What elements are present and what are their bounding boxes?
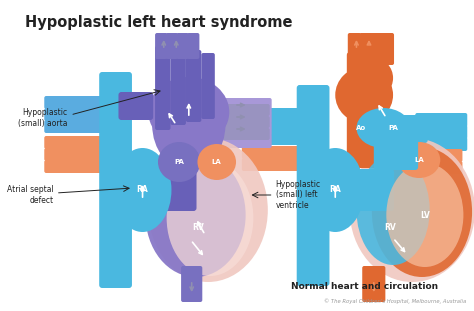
Text: LV: LV (420, 211, 430, 220)
FancyBboxPatch shape (44, 108, 106, 121)
FancyBboxPatch shape (242, 146, 303, 159)
FancyBboxPatch shape (118, 92, 153, 120)
FancyBboxPatch shape (155, 46, 171, 130)
FancyBboxPatch shape (374, 139, 418, 170)
Text: PA: PA (388, 125, 398, 131)
Text: Hypoplastic
(small) left
ventricle: Hypoplastic (small) left ventricle (275, 180, 320, 210)
FancyBboxPatch shape (44, 120, 106, 133)
FancyBboxPatch shape (381, 33, 394, 65)
FancyBboxPatch shape (348, 33, 361, 65)
FancyBboxPatch shape (128, 169, 197, 211)
FancyBboxPatch shape (242, 132, 303, 145)
FancyBboxPatch shape (218, 98, 272, 112)
FancyBboxPatch shape (218, 110, 272, 124)
Ellipse shape (148, 138, 268, 282)
Ellipse shape (306, 148, 364, 232)
Ellipse shape (356, 155, 429, 265)
Ellipse shape (372, 147, 472, 277)
Ellipse shape (355, 58, 393, 98)
Text: Atrial septal
defect: Atrial septal defect (7, 185, 54, 205)
FancyBboxPatch shape (415, 149, 463, 162)
FancyBboxPatch shape (242, 120, 303, 133)
Ellipse shape (167, 160, 254, 276)
FancyBboxPatch shape (176, 33, 189, 59)
FancyBboxPatch shape (201, 53, 215, 119)
Ellipse shape (386, 163, 464, 267)
FancyBboxPatch shape (171, 46, 186, 125)
FancyBboxPatch shape (166, 33, 178, 59)
Ellipse shape (350, 138, 474, 282)
FancyBboxPatch shape (359, 33, 373, 65)
Text: RV: RV (192, 224, 204, 233)
FancyBboxPatch shape (44, 160, 114, 173)
FancyBboxPatch shape (370, 33, 383, 65)
Ellipse shape (356, 108, 410, 148)
FancyBboxPatch shape (222, 116, 270, 128)
Text: LA: LA (414, 157, 424, 163)
FancyBboxPatch shape (187, 33, 200, 59)
FancyBboxPatch shape (415, 113, 467, 127)
Text: PA: PA (174, 159, 184, 165)
FancyBboxPatch shape (155, 33, 168, 59)
FancyBboxPatch shape (181, 266, 202, 302)
FancyBboxPatch shape (222, 128, 270, 140)
Ellipse shape (146, 153, 246, 277)
FancyBboxPatch shape (218, 134, 272, 148)
FancyBboxPatch shape (218, 122, 272, 136)
FancyBboxPatch shape (415, 137, 467, 151)
FancyBboxPatch shape (364, 115, 428, 143)
FancyBboxPatch shape (222, 104, 270, 116)
Text: RV: RV (384, 224, 396, 233)
FancyBboxPatch shape (362, 266, 385, 302)
Text: RA: RA (137, 185, 148, 194)
FancyBboxPatch shape (415, 161, 463, 174)
FancyBboxPatch shape (44, 148, 114, 161)
Ellipse shape (158, 142, 201, 182)
FancyBboxPatch shape (347, 52, 380, 168)
Text: Normal heart and circulation: Normal heart and circulation (291, 282, 438, 291)
Ellipse shape (114, 148, 172, 232)
FancyBboxPatch shape (297, 85, 329, 286)
Ellipse shape (198, 144, 236, 180)
Text: Ao: Ao (356, 125, 366, 131)
FancyBboxPatch shape (99, 72, 132, 288)
FancyBboxPatch shape (186, 50, 201, 122)
FancyBboxPatch shape (44, 96, 106, 109)
Text: LA: LA (212, 159, 222, 165)
Text: RA: RA (329, 185, 341, 194)
FancyBboxPatch shape (326, 169, 394, 211)
Ellipse shape (152, 80, 226, 170)
Ellipse shape (398, 142, 440, 178)
Ellipse shape (148, 77, 229, 147)
Text: Hypoplastic left heart syndrome: Hypoplastic left heart syndrome (25, 15, 292, 30)
FancyBboxPatch shape (242, 158, 303, 171)
Text: Hypoplastic
(small) aorta: Hypoplastic (small) aorta (18, 108, 67, 128)
FancyBboxPatch shape (415, 125, 467, 139)
Ellipse shape (335, 67, 393, 123)
Text: © The Royal Children's Hospital, Melbourne, Australia: © The Royal Children's Hospital, Melbour… (324, 298, 466, 304)
FancyBboxPatch shape (44, 136, 114, 149)
FancyBboxPatch shape (242, 108, 303, 121)
